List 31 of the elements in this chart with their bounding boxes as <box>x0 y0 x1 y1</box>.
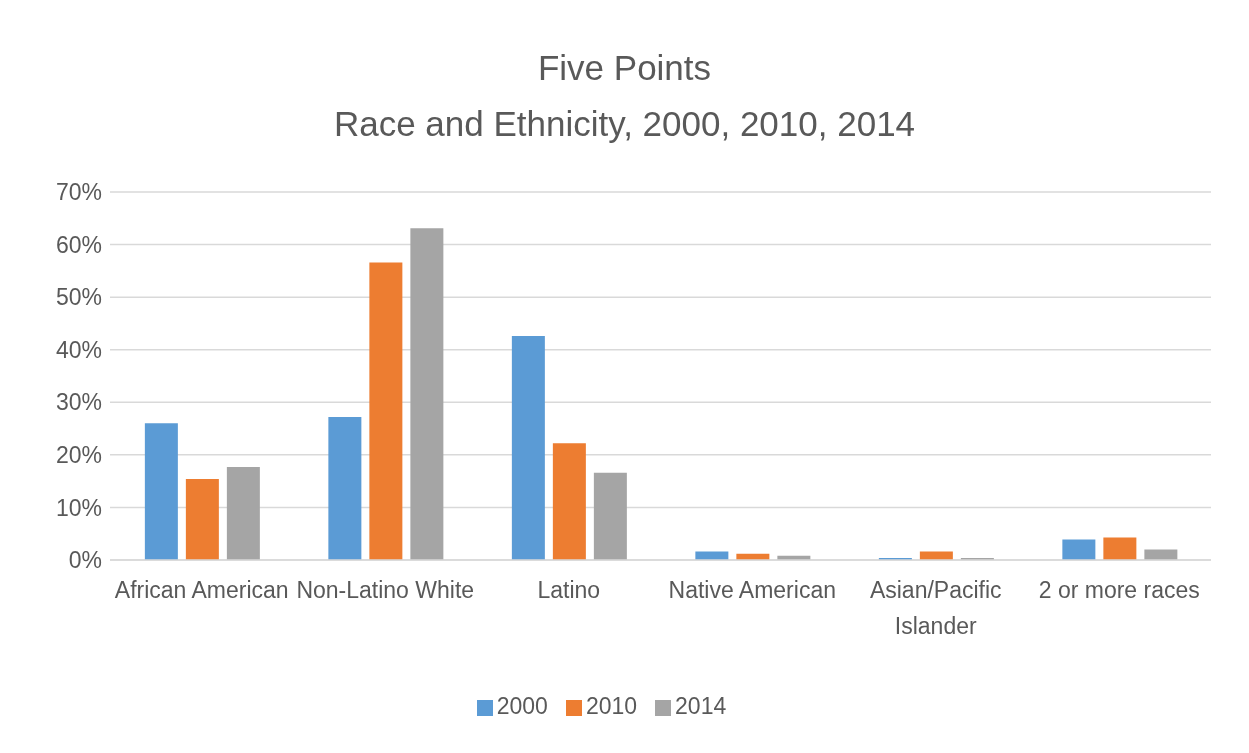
bar <box>410 228 444 560</box>
x-tick-label: Asian/Pacific Islander <box>869 577 1002 640</box>
bar <box>1062 539 1096 560</box>
y-tick-label: 70% <box>55 179 102 206</box>
bar <box>552 443 586 560</box>
y-tick-label: 50% <box>55 284 102 311</box>
x-tick-label: Native American <box>668 577 836 604</box>
x-tick-label: Non-Latino White <box>296 577 475 604</box>
x-tick-label: Latino <box>537 577 601 604</box>
chart-subtitle: Race and Ethnicity, 2000, 2010, 2014 <box>332 103 917 145</box>
y-tick-label: 60% <box>55 231 102 258</box>
y-tick-label: 10% <box>55 494 102 521</box>
bar <box>185 479 219 560</box>
legend-label: 2010 <box>585 693 638 719</box>
bar <box>511 336 545 560</box>
bar <box>369 262 403 560</box>
y-tick-label: 0% <box>68 547 102 574</box>
bar <box>144 423 178 560</box>
bar <box>1103 537 1137 560</box>
legend-label: 2014 <box>675 693 727 719</box>
x-tick-label: 2 or more races <box>1038 577 1200 604</box>
chart-title: Five Points <box>536 47 713 89</box>
x-tick-label: African American <box>114 577 289 604</box>
y-tick-label: 20% <box>55 442 102 469</box>
bar <box>593 472 627 560</box>
y-tick-label: 40% <box>55 336 102 363</box>
y-tick-label: 30% <box>55 389 102 416</box>
bar <box>226 466 260 560</box>
legend-label: 2000 <box>496 693 548 719</box>
bar <box>328 417 362 560</box>
bar <box>1144 549 1178 560</box>
